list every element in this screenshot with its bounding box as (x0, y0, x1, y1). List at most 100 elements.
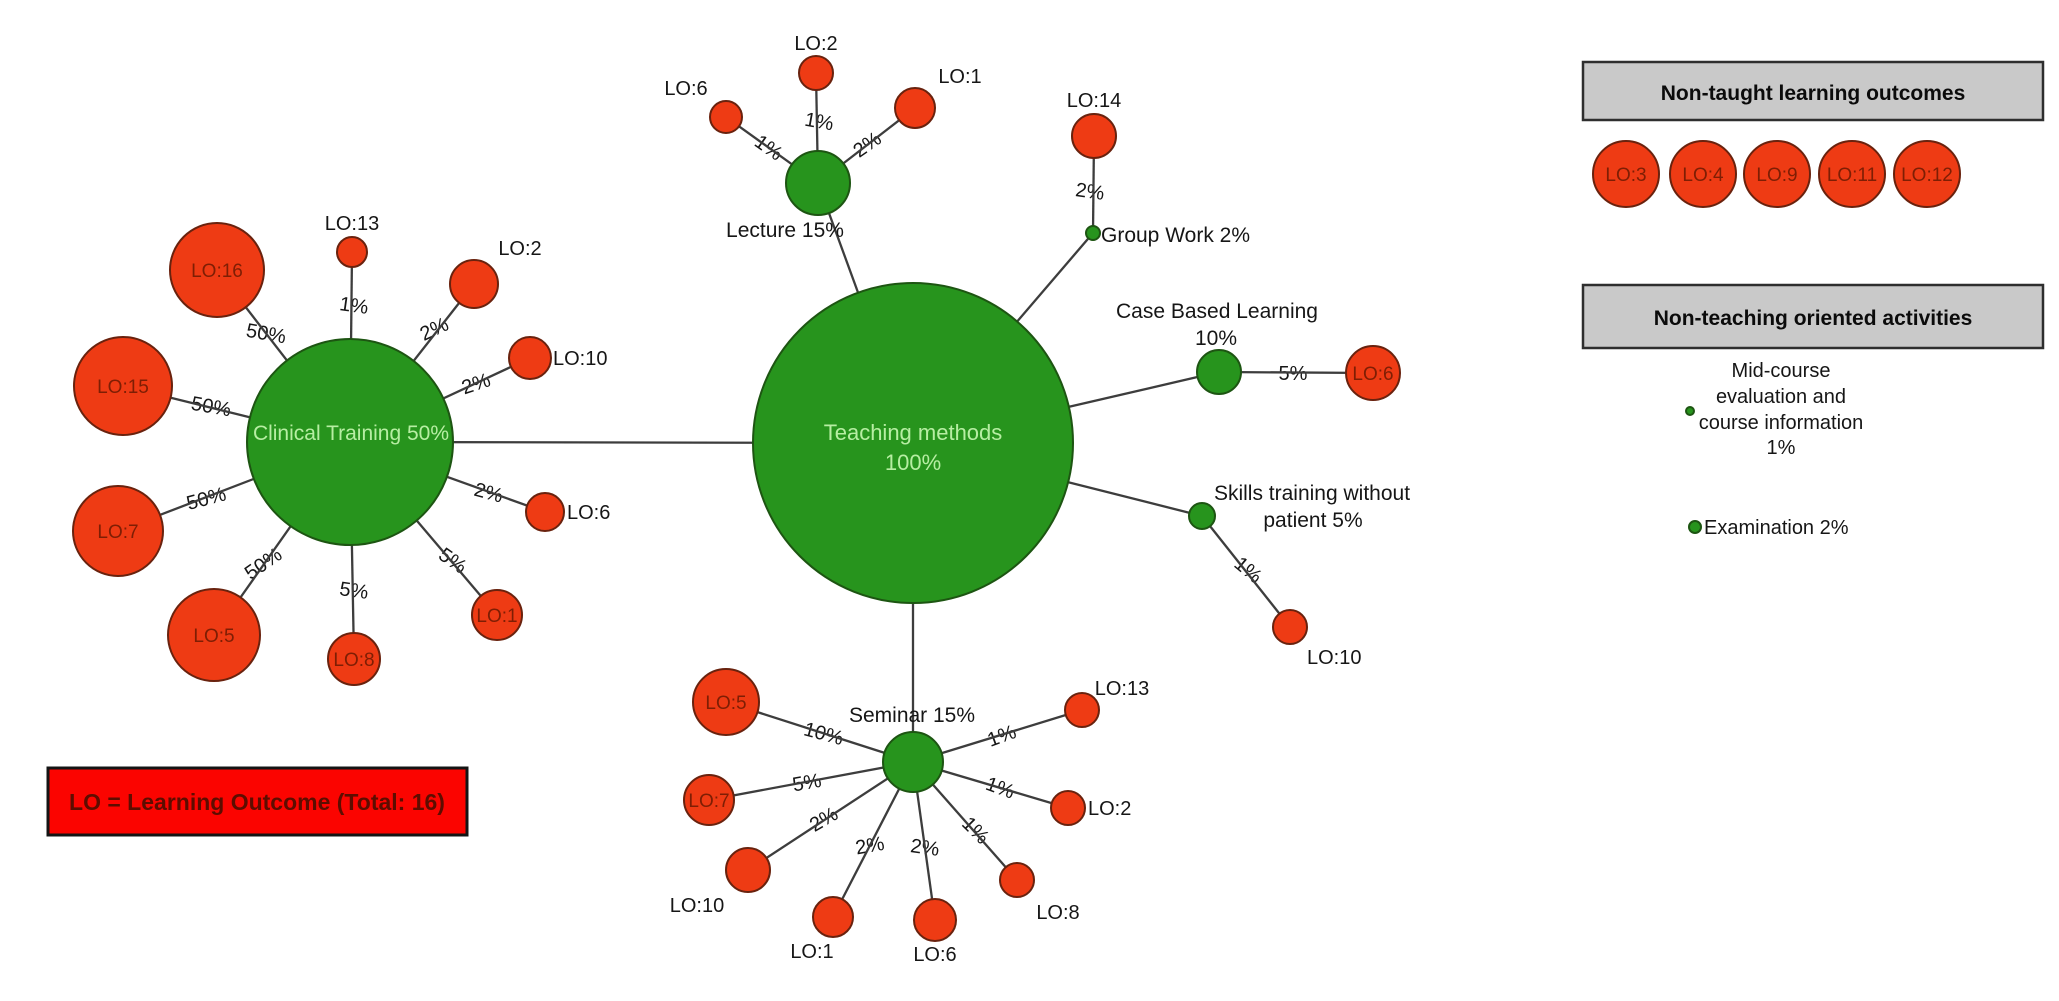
teaching-methods-label: Teaching methods (824, 420, 1003, 445)
legend-non-teaching-box (1581, 283, 2045, 350)
label-casebased-lo6: LO:6 (1352, 364, 1393, 385)
node-seminar (882, 731, 944, 793)
legend-non-teaching: Non-teaching oriented activities Mid-cou… (1581, 283, 2045, 539)
legend-node-lo12 (1893, 140, 1961, 208)
pct-lecture-lo2: 1% (803, 109, 836, 136)
legend-label-lo3: LO:3 (1605, 165, 1646, 186)
mid-course-line2: evaluation and (1716, 386, 1846, 408)
node-clinical-lo8 (327, 632, 381, 686)
legend-non-taught-title: Non-taught learning outcomes (1661, 82, 1966, 105)
legend-label-lo9: LO:9 (1756, 165, 1797, 186)
skills-label-line1: Skills training without (1214, 482, 1410, 505)
legend-non-taught-box (1581, 60, 2045, 122)
label-clinical-lo10: LO:10 (553, 348, 607, 370)
node-clinical-lo15 (73, 336, 173, 436)
examination-dot (1688, 520, 1702, 534)
legend-node-lo11 (1818, 140, 1886, 208)
pct-casebased-lo6: 5% (1279, 363, 1308, 385)
mid-course-line3: course information (1699, 412, 1864, 434)
node-seminar-lo1 (812, 896, 854, 938)
legend-node-lo9 (1743, 140, 1811, 208)
case-based-label-line1: Case Based Learning (1116, 300, 1318, 323)
node-seminar-lo5 (692, 668, 760, 736)
node-casebased-lo6 (1345, 345, 1401, 401)
label-lecture-lo2: LO:2 (794, 33, 837, 55)
label-clinical-lo13: LO:13 (325, 213, 379, 235)
label-clinical-lo5: LO:5 (193, 626, 234, 647)
mid-course-line4: 1% (1767, 437, 1796, 459)
node-clinical-training (246, 338, 454, 546)
legend-node-lo3 (1592, 140, 1660, 208)
node-clinical-lo13 (336, 236, 368, 268)
legend-non-teaching-title: Non-teaching oriented activities (1654, 307, 1973, 330)
label-seminar-lo1: LO:1 (790, 941, 833, 963)
lecture-label: Lecture 15% (726, 219, 844, 242)
label-clinical-lo15: LO:15 (97, 377, 149, 398)
node-lecture (785, 150, 851, 216)
node-lecture-lo2 (798, 55, 834, 91)
node-clinical-lo7 (72, 485, 164, 577)
node-seminar-lo13 (1064, 692, 1100, 728)
node-case-based (1196, 349, 1242, 395)
label-skills-lo10: LO:10 (1307, 647, 1361, 669)
node-lecture-lo1 (894, 87, 936, 129)
label-seminar-lo6: LO:6 (913, 944, 956, 966)
mid-course-line1: Mid-course (1732, 360, 1831, 382)
examination-label: Examination 2% (1704, 517, 1849, 539)
label-clinical-lo2: LO:2 (498, 238, 541, 260)
pct-clinical-lo13: 1% (338, 293, 370, 319)
legend-label-lo12: LO:12 (1901, 165, 1953, 186)
teaching-methods-pct: 100% (885, 450, 941, 475)
node-clinical-lo5 (167, 588, 261, 682)
label-clinical-lo8: LO:8 (333, 650, 374, 671)
node-seminar-lo8 (999, 862, 1035, 898)
node-clinical-lo2 (449, 259, 499, 309)
label-clinical-lo16: LO:16 (191, 261, 243, 282)
note-box-text: LO = Learning Outcome (Total: 16) (69, 789, 445, 815)
node-seminar-lo2 (1050, 790, 1086, 826)
pct-clinical-lo7: 50% (184, 483, 229, 515)
node-seminar-lo10 (725, 847, 771, 893)
label-seminar-lo10: LO:10 (670, 895, 724, 917)
mid-course-dot (1685, 406, 1695, 416)
node-clinical-lo10 (508, 336, 552, 380)
legend-label-lo11: LO:11 (1827, 165, 1877, 186)
group-work-label: Group Work 2% (1101, 224, 1250, 247)
pct-clinical-lo6: 2% (472, 479, 506, 508)
label-clinical-lo1: LO:1 (476, 606, 517, 627)
pct-seminar-lo13: 1% (985, 721, 1020, 752)
node-seminar-lo7 (683, 774, 735, 826)
node-teaching-methods (752, 282, 1074, 604)
label-seminar-lo13: LO:13 (1095, 678, 1149, 700)
nodes (72, 55, 1401, 942)
label-clinical-lo7: LO:7 (97, 522, 138, 543)
node-groupwork-lo14 (1071, 113, 1117, 159)
legend-non-taught: Non-taught learning outcomes LO:3 LO:4 L… (1581, 60, 2045, 208)
node-clinical-lo1 (471, 589, 523, 641)
label-seminar-lo7: LO:7 (688, 791, 729, 812)
label-lecture-lo6: LO:6 (664, 78, 707, 100)
label-seminar-lo8: LO:8 (1036, 902, 1079, 924)
edge-seminar-lo7 (708, 760, 914, 802)
node-lecture-lo6 (709, 100, 743, 134)
node-seminar-lo6 (913, 898, 957, 942)
case-based-label-line2: 10% (1195, 327, 1237, 350)
skills-label-line2: patient 5% (1263, 509, 1362, 532)
node-labels: Teaching methods 100% Clinical Training … (97, 33, 1410, 966)
edge-skills-lo10 (1201, 515, 1291, 628)
node-group-work (1085, 225, 1101, 241)
edge-seminar-lo10 (747, 761, 914, 871)
node-clinical-lo6 (525, 492, 565, 532)
note-box: LO = Learning Outcome (Total: 16) (46, 766, 469, 837)
legend-node-lo4 (1669, 140, 1737, 208)
node-skills-lo10 (1272, 609, 1308, 645)
legend-label-lo4: LO:4 (1682, 165, 1724, 186)
label-lecture-lo1: LO:1 (938, 66, 981, 88)
seminar-label: Seminar 15% (849, 704, 975, 727)
clinical-training-label: Clinical Training 50% (253, 422, 449, 445)
node-skills-training (1188, 502, 1216, 530)
label-seminar-lo2: LO:2 (1088, 798, 1131, 820)
label-clinical-lo6: LO:6 (567, 502, 610, 524)
